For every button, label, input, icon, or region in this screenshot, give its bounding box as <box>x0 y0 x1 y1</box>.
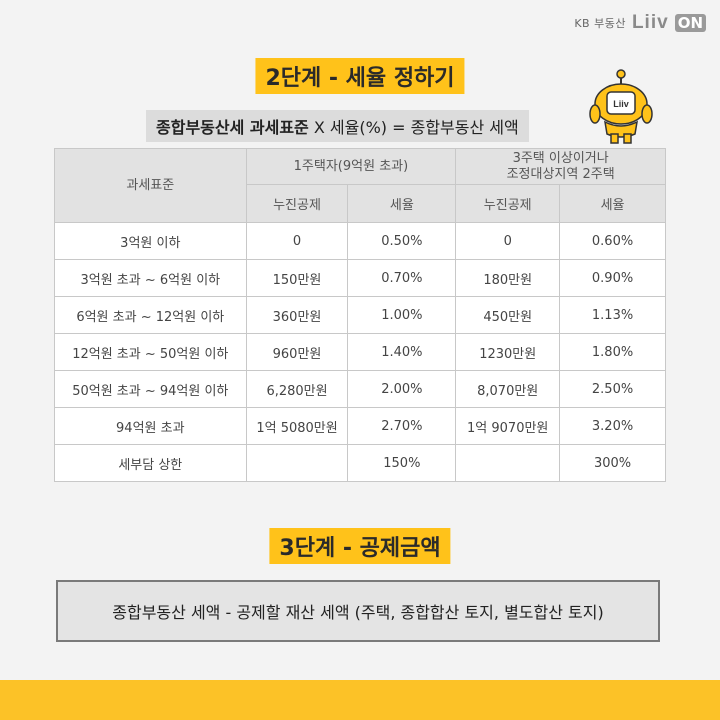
cell-deduction-1: 960만원 <box>245 333 349 371</box>
table-row: 3억원 초과 ~ 6억원 이하 150만원 0.70% 180만원 0.90% <box>54 259 666 297</box>
cell-deduction-2: 1230만원 <box>455 333 561 371</box>
step3-title: 3단계 - 공제금액 <box>269 528 451 564</box>
table-row: 12억원 초과 ~ 50억원 이하 960만원 1.40% 1230만원 1.8… <box>54 333 666 371</box>
header-group2-line2: 조정대상지역 2주택 <box>506 166 615 182</box>
cell-rate-1: 150% <box>347 444 457 482</box>
table-row: 세부담 상한 150% 300% <box>54 444 666 482</box>
formula-bold: 종합부동산세 과세표준 <box>156 118 309 137</box>
cell-deduction-1: 0 <box>245 222 349 260</box>
tax-rate-table: 과세표준 1주택자(9억원 초과) 3주택 이상이거나 조정대상지역 2주택 누… <box>54 148 666 482</box>
table-row: 3억원 이하 0 0.50% 0 0.60% <box>54 222 666 260</box>
cell-rate-1: 1.00% <box>347 296 457 334</box>
cell-range: 3억원 초과 ~ 6억원 이하 <box>54 259 247 297</box>
header-group2-line1: 3주택 이상이거나 <box>512 150 609 166</box>
cell-rate-2: 300% <box>559 444 666 482</box>
cell-rate-1: 1.40% <box>347 333 457 371</box>
cell-rate-2: 1.13% <box>559 296 666 334</box>
deduction-formula-box: 종합부동산 세액 - 공제할 재산 세액 (주택, 종합합산 토지, 별도합산 … <box>56 580 660 642</box>
table-row: 94억원 초과 1억 5080만원 2.70% 1억 9070만원 3.20% <box>54 407 666 445</box>
cell-range: 50억원 초과 ~ 94억원 이하 <box>54 370 247 408</box>
cell-range: 세부담 상한 <box>54 444 247 482</box>
brand-on-text: ON <box>674 14 706 32</box>
header-base: 과세표준 <box>54 148 247 223</box>
cell-deduction-2: 180만원 <box>455 259 561 297</box>
cell-deduction-1: 360만원 <box>245 296 349 334</box>
cell-rate-2: 0.90% <box>559 259 666 297</box>
cell-rate-2: 3.20% <box>559 407 666 445</box>
footer-bar <box>0 680 720 720</box>
cell-range: 3억원 이하 <box>54 222 247 260</box>
cell-range: 12억원 초과 ~ 50억원 이하 <box>54 333 247 371</box>
formula-rest: X 세율(%) = 종합부동산 세액 <box>308 118 519 137</box>
table-row: 50억원 초과 ~ 94억원 이하 6,280만원 2.00% 8,070만원 … <box>54 370 666 408</box>
cell-deduction-1 <box>245 444 349 482</box>
header-rate-2: 세율 <box>559 184 666 223</box>
cell-rate-2: 2.50% <box>559 370 666 408</box>
brand-kb-text: KB 부동산 <box>574 17 626 30</box>
mascot-badge: Liiv <box>613 99 629 109</box>
cell-rate-2: 0.60% <box>559 222 666 260</box>
header-rate-1: 세율 <box>347 184 457 223</box>
cell-range: 6억원 초과 ~ 12억원 이하 <box>54 296 247 334</box>
cell-range: 94억원 초과 <box>54 407 247 445</box>
cell-rate-1: 2.70% <box>347 407 457 445</box>
cell-deduction-2: 1억 9070만원 <box>455 407 561 445</box>
cell-deduction-2: 8,070만원 <box>455 370 561 408</box>
cell-deduction-1: 150만원 <box>245 259 349 297</box>
cell-deduction-2: 0 <box>455 222 561 260</box>
cell-rate-1: 2.00% <box>347 370 457 408</box>
cell-rate-1: 0.70% <box>347 259 457 297</box>
header-deduction-1: 누진공제 <box>245 184 349 223</box>
table-row: 6억원 초과 ~ 12억원 이하 360만원 1.00% 450만원 1.13% <box>54 296 666 334</box>
formula-banner: 종합부동산세 과세표준 X 세율(%) = 종합부동산 세액 <box>146 110 529 142</box>
header-group2: 3주택 이상이거나 조정대상지역 2주택 <box>455 148 666 185</box>
brand-logo: KB 부동산 Liiv ON <box>574 12 706 34</box>
header-deduction-2: 누진공제 <box>455 184 561 223</box>
deduction-formula-text: 종합부동산 세액 - 공제할 재산 세액 (주택, 종합합산 토지, 별도합산 … <box>112 603 604 622</box>
cell-deduction-2: 450만원 <box>455 296 561 334</box>
step2-title: 2단계 - 세율 정하기 <box>255 58 465 94</box>
header-group1: 1주택자(9억원 초과) <box>245 148 457 185</box>
cell-rate-2: 1.80% <box>559 333 666 371</box>
cell-rate-1: 0.50% <box>347 222 457 260</box>
mascot-robot-icon: Liiv <box>585 66 657 150</box>
brand-liiv-text: Liiv <box>631 12 669 33</box>
cell-deduction-1: 1억 5080만원 <box>245 407 349 445</box>
cell-deduction-1: 6,280만원 <box>245 370 349 408</box>
cell-deduction-2 <box>455 444 561 482</box>
